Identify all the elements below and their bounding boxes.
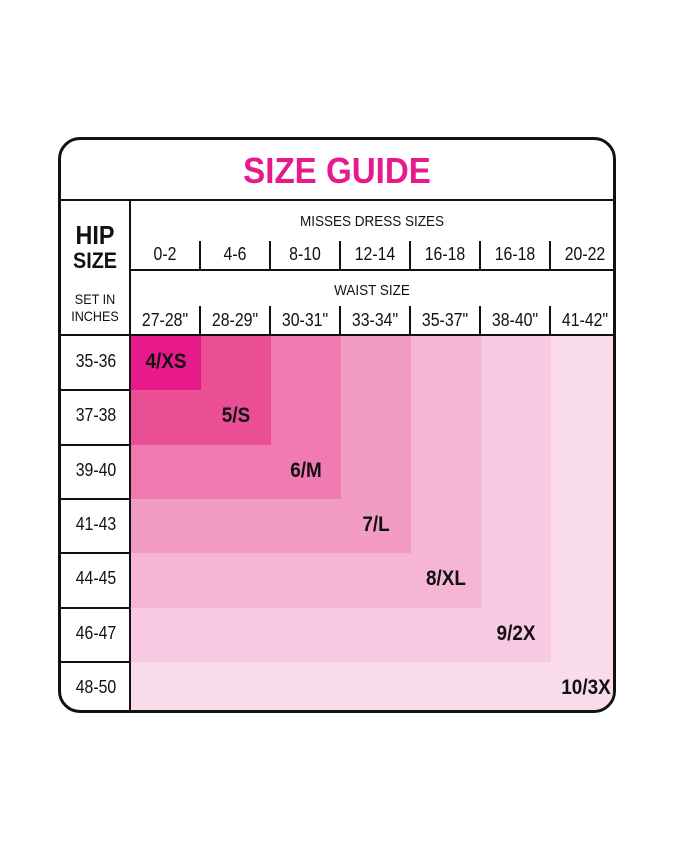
waist-size-cell: 27-28": [141, 310, 189, 330]
divider: [129, 269, 613, 271]
waist-size-cell: 38-40": [491, 310, 539, 330]
divider: [409, 306, 411, 334]
hip-size-heading: HIP SIZE: [64, 222, 125, 274]
dress-size-cell: 16-18: [424, 244, 466, 264]
waist-size-cell: 35-37": [421, 310, 469, 330]
size-label: 6/M: [290, 458, 322, 482]
waist-size-cell: 41-42": [561, 310, 609, 330]
hip-size-cell: 46-47: [75, 622, 117, 643]
divider: [61, 606, 129, 609]
divider: [61, 443, 129, 446]
size-label: 9/2X: [496, 621, 536, 645]
divider: [269, 241, 271, 269]
units-line2: INCHES: [71, 308, 119, 324]
hip-heading-line2: SIZE: [72, 248, 118, 273]
divider: [129, 199, 131, 710]
hip-size-cell: 41-43: [75, 513, 117, 534]
dress-size-cell: 20-22: [564, 244, 606, 264]
size-guide-table: SIZE GUIDE HIP SIZE SET IN INCHES MISSES…: [58, 137, 616, 713]
units-note: SET IN INCHES: [64, 291, 125, 325]
divider: [61, 389, 129, 392]
divider: [549, 306, 551, 334]
divider: [409, 241, 411, 269]
waist-size-cell: 33-34": [351, 310, 399, 330]
divider: [549, 241, 551, 269]
divider: [61, 497, 129, 500]
divider: [339, 241, 341, 269]
hip-heading-line1: HIP: [75, 220, 115, 250]
divider: [199, 306, 201, 334]
hip-size-cell: 48-50: [75, 676, 117, 697]
dress-size-cell: 16-18: [494, 244, 536, 264]
hip-size-cell: 39-40: [75, 459, 117, 480]
size-label: 10/3X: [561, 675, 611, 699]
hip-size-cell: 37-38: [75, 405, 117, 426]
dress-size-cell: 4-6: [223, 244, 247, 264]
divider: [199, 241, 201, 269]
divider: [61, 199, 613, 201]
divider: [479, 241, 481, 269]
size-label: 8/XL: [426, 567, 466, 591]
size-label: 4/XS: [145, 350, 187, 373]
title: SIZE GUIDE: [243, 150, 431, 191]
waist-size-cell: 28-29": [211, 310, 259, 330]
size-label: 7/L: [362, 512, 390, 536]
divider: [61, 552, 129, 555]
waist-size-cell: 30-31": [281, 310, 329, 330]
hip-size-cell: 35-36: [75, 351, 117, 371]
dress-size-cell: 0-2: [153, 244, 177, 264]
divider: [61, 660, 129, 663]
divider: [479, 306, 481, 334]
divider: [269, 306, 271, 334]
divider: [61, 334, 613, 336]
divider: [339, 306, 341, 334]
size-band-4-xs: [131, 336, 201, 391]
size-label: 5/S: [221, 404, 251, 428]
waist-size-label: WAIST SIZE: [334, 282, 410, 299]
dress-size-cell: 12-14: [354, 244, 396, 264]
misses-dress-sizes-label: MISSES DRESS SIZES: [299, 213, 445, 230]
dress-size-cell: 8-10: [289, 244, 321, 264]
units-line1: SET IN: [74, 291, 116, 307]
hip-size-cell: 44-45: [75, 568, 117, 589]
